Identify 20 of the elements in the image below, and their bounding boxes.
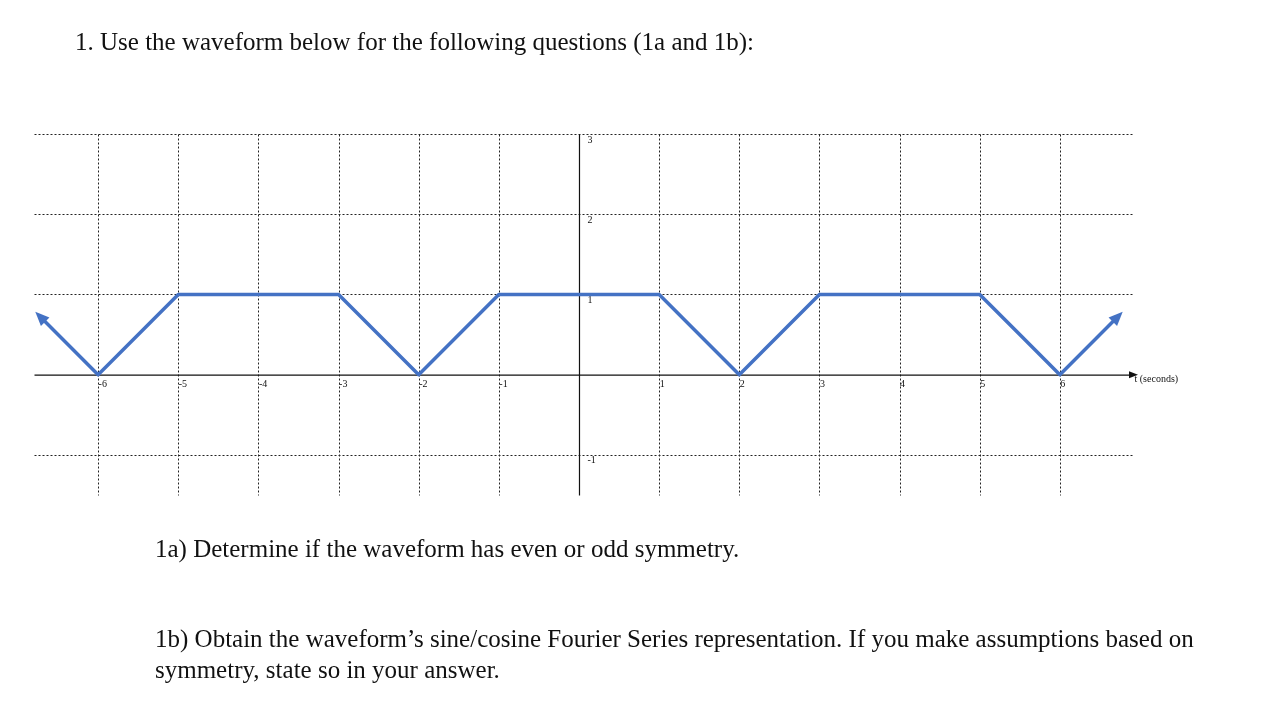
x-tick-label: 5 bbox=[980, 378, 986, 390]
y-tick-label: 1 bbox=[587, 293, 593, 305]
x-axis-title: t (seconds) bbox=[1134, 373, 1179, 386]
y-tick-label: 2 bbox=[587, 213, 593, 225]
x-tick-label: -2 bbox=[419, 378, 428, 390]
x-tick-label: -5 bbox=[178, 378, 188, 390]
y-tick-label: -1 bbox=[587, 454, 596, 466]
y-tick-label: 3 bbox=[587, 133, 593, 145]
x-tick-label: 6 bbox=[1060, 378, 1066, 390]
x-tick-label: -1 bbox=[499, 378, 508, 390]
chart-title: 1. Use the waveform below for the following questions (1a and 1b): bbox=[75, 28, 755, 56]
text: 1a) Determine if the waveform has even or odd symmetry. bbox=[155, 534, 741, 564]
x-tick-label: 2 bbox=[739, 378, 745, 390]
x-tick-label: -6 bbox=[98, 378, 107, 390]
x-tick-label: 1 bbox=[659, 378, 665, 390]
x-tick-label: -4 bbox=[258, 378, 268, 390]
x-tick-label: -3 bbox=[339, 378, 348, 390]
x-tick-label: 3 bbox=[819, 378, 825, 390]
text: 1b) Obtain the waveform’s sine/cosine Fourier Series representation. If you make assumptions based on symmetry, state so in your answer. bbox=[155, 624, 1195, 685]
x-tick-label: 4 bbox=[900, 378, 906, 390]
